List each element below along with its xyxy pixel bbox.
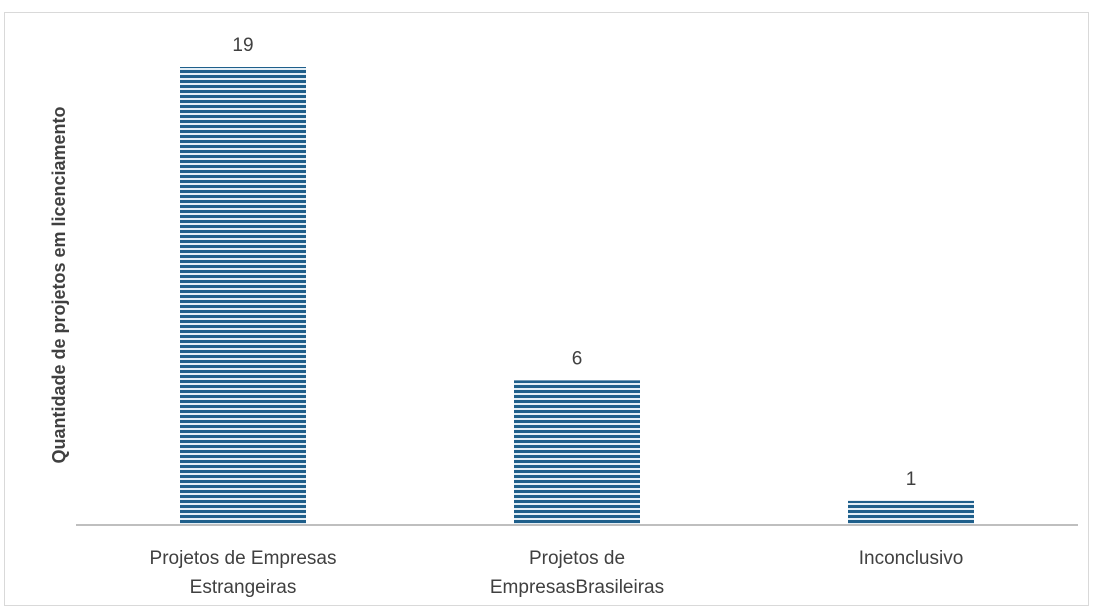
x-tick-label-0-line-1: Estrangeiras <box>190 577 297 598</box>
x-tick-label-0-line-0: Projetos de Empresas <box>150 548 337 569</box>
x-tick-label-1-line-1: EmpresasBrasileiras <box>490 577 664 598</box>
y-axis-title: Quantidade de projetos em licenciamento <box>49 106 69 463</box>
x-tick-label-2-line-0: Inconclusivo <box>859 548 964 569</box>
labels-layer: 19 Projetos de Empresas Estrangeiras 6 Proje… <box>150 35 964 598</box>
bars-layer <box>180 67 974 525</box>
x-tick-label-1-line-0: Projetos de <box>529 548 625 569</box>
bar-1 <box>514 380 640 525</box>
data-label-2: 1 <box>906 469 917 490</box>
data-label-1: 6 <box>572 348 583 369</box>
data-label-0: 19 <box>232 35 253 56</box>
bar-2 <box>848 500 974 525</box>
bar-0 <box>180 67 306 525</box>
